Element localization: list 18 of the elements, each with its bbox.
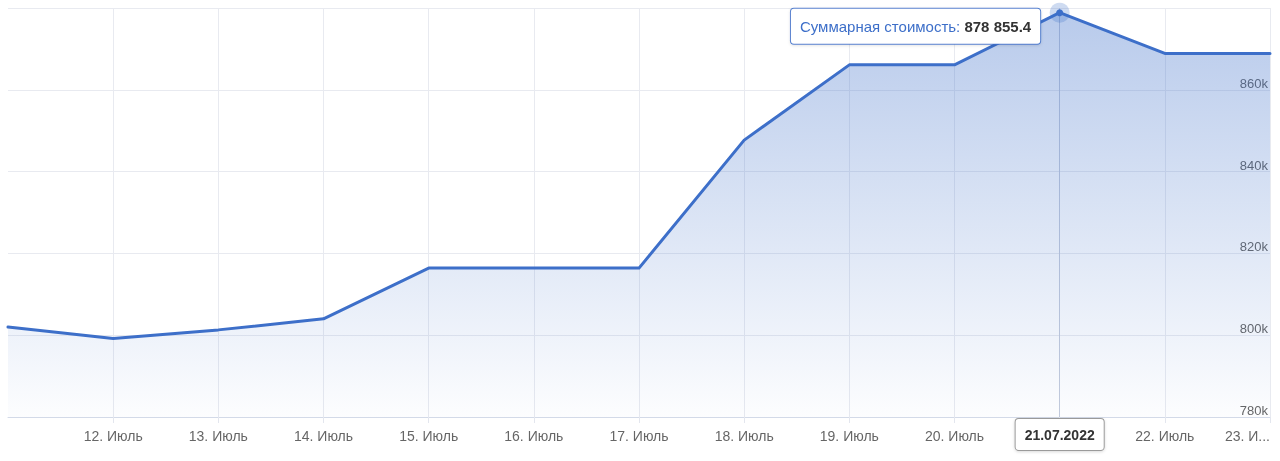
x-tick-label: 19. Июль xyxy=(819,428,879,444)
x-tick-label: 17. Июль xyxy=(609,428,669,444)
x-tick-label: 16. Июль xyxy=(504,428,564,444)
x-tick-label: 12. Июль xyxy=(83,428,143,444)
x-tick-label: 18. Июль xyxy=(714,428,774,444)
x-tick-label: 14. Июль xyxy=(293,428,354,444)
y-tick-label: 780k xyxy=(1239,403,1269,418)
y-tick-label: 800k xyxy=(1239,321,1269,337)
x-tick-label: 23. И... xyxy=(1224,428,1270,444)
annotation: Суммарная стоимость: 878 855.4 xyxy=(799,17,1032,35)
ref-line-label: 21.07.2022 xyxy=(1024,427,1095,443)
y-tick-label: 820k xyxy=(1239,239,1269,255)
x-tick-label: 22. Июль xyxy=(1135,428,1195,444)
y-tick-label: 860k xyxy=(1239,75,1269,91)
y-tick-label: 840k xyxy=(1239,157,1269,173)
x-tick-label: 15. Июль xyxy=(399,428,459,444)
x-tick-label: 13. Июль xyxy=(188,428,248,444)
x-tick-label: 20. Июль xyxy=(924,428,985,444)
